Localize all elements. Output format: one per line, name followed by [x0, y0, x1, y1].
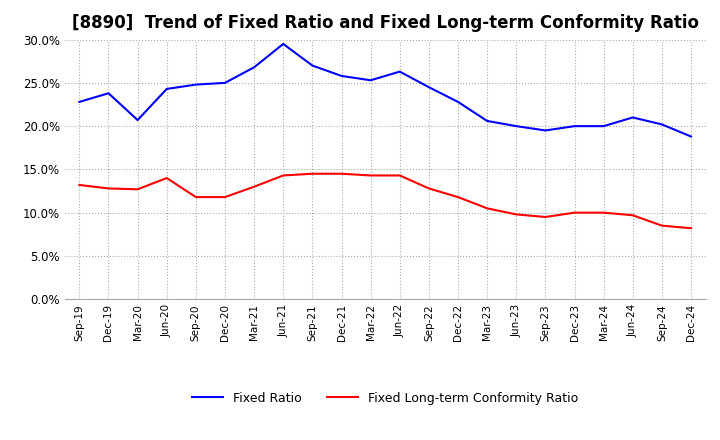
- Fixed Long-term Conformity Ratio: [366, 173, 375, 178]
- Fixed Ratio: [104, 91, 113, 96]
- Fixed Ratio: [250, 65, 258, 70]
- Fixed Long-term Conformity Ratio: [512, 212, 521, 217]
- Fixed Ratio: [279, 41, 287, 47]
- Fixed Ratio: [483, 118, 492, 124]
- Fixed Ratio: [629, 115, 637, 120]
- Fixed Long-term Conformity Ratio: [104, 186, 113, 191]
- Fixed Ratio: [163, 86, 171, 92]
- Fixed Long-term Conformity Ratio: [425, 186, 433, 191]
- Fixed Ratio: [570, 124, 579, 129]
- Fixed Ratio: [512, 124, 521, 129]
- Fixed Long-term Conformity Ratio: [541, 214, 550, 220]
- Fixed Long-term Conformity Ratio: [250, 184, 258, 189]
- Fixed Ratio: [541, 128, 550, 133]
- Line: Fixed Ratio: Fixed Ratio: [79, 44, 691, 136]
- Fixed Long-term Conformity Ratio: [687, 226, 696, 231]
- Fixed Long-term Conformity Ratio: [657, 223, 666, 228]
- Fixed Ratio: [308, 63, 317, 68]
- Fixed Long-term Conformity Ratio: [163, 176, 171, 181]
- Fixed Long-term Conformity Ratio: [395, 173, 404, 178]
- Fixed Ratio: [657, 122, 666, 127]
- Fixed Ratio: [395, 69, 404, 74]
- Fixed Long-term Conformity Ratio: [570, 210, 579, 215]
- Fixed Long-term Conformity Ratio: [454, 194, 462, 200]
- Fixed Ratio: [454, 99, 462, 105]
- Fixed Ratio: [337, 73, 346, 79]
- Fixed Long-term Conformity Ratio: [483, 205, 492, 211]
- Fixed Long-term Conformity Ratio: [133, 187, 142, 192]
- Fixed Ratio: [192, 82, 200, 87]
- Fixed Long-term Conformity Ratio: [192, 194, 200, 200]
- Fixed Ratio: [599, 124, 608, 129]
- Fixed Long-term Conformity Ratio: [629, 213, 637, 218]
- Line: Fixed Long-term Conformity Ratio: Fixed Long-term Conformity Ratio: [79, 174, 691, 228]
- Fixed Long-term Conformity Ratio: [337, 171, 346, 176]
- Fixed Ratio: [220, 80, 229, 85]
- Fixed Ratio: [133, 117, 142, 123]
- Fixed Long-term Conformity Ratio: [279, 173, 287, 178]
- Fixed Ratio: [687, 134, 696, 139]
- Fixed Long-term Conformity Ratio: [75, 182, 84, 187]
- Legend: Fixed Ratio, Fixed Long-term Conformity Ratio: Fixed Ratio, Fixed Long-term Conformity …: [187, 387, 583, 410]
- Fixed Long-term Conformity Ratio: [599, 210, 608, 215]
- Fixed Long-term Conformity Ratio: [308, 171, 317, 176]
- Fixed Ratio: [425, 84, 433, 90]
- Title: [8890]  Trend of Fixed Ratio and Fixed Long-term Conformity Ratio: [8890] Trend of Fixed Ratio and Fixed Lo…: [72, 15, 698, 33]
- Fixed Ratio: [366, 77, 375, 83]
- Fixed Long-term Conformity Ratio: [220, 194, 229, 200]
- Fixed Ratio: [75, 99, 84, 105]
